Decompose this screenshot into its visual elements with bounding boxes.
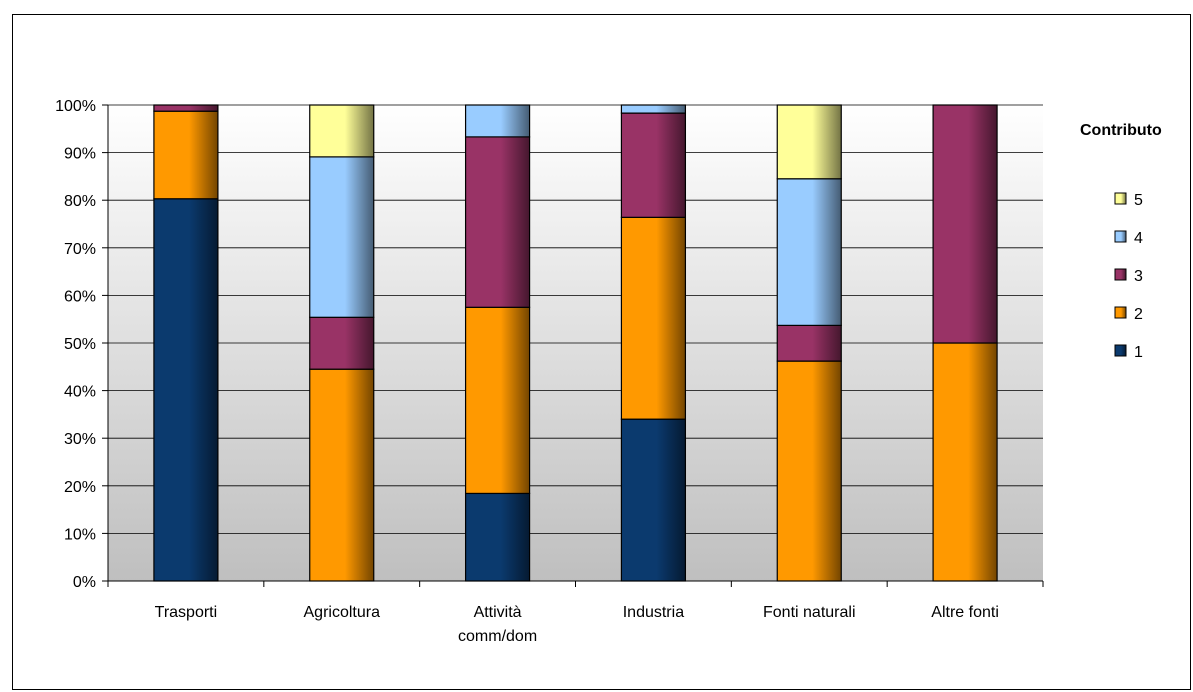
- bars: [153, 104, 998, 582]
- x-tick-label: Industria: [623, 604, 684, 621]
- bar-segment-series-2: [776, 360, 842, 582]
- bar-segment-series-4: [464, 104, 531, 138]
- y-tick-label: 100%: [55, 98, 96, 115]
- y-tick-label: 30%: [64, 431, 96, 448]
- legend-label: 3: [1134, 268, 1143, 285]
- bar-segment-series-2: [620, 216, 687, 420]
- bar-segment-series-1: [464, 492, 531, 582]
- bar-segment-series-1: [153, 198, 219, 582]
- bar-segment-series-3: [153, 104, 219, 112]
- bar-segment-series-5: [776, 104, 842, 180]
- bar-segment-series-2: [309, 368, 375, 582]
- legend-label: 1: [1134, 344, 1143, 361]
- bar-segment-series-4: [309, 156, 375, 318]
- bar-segment-series-3: [776, 324, 842, 362]
- y-tick-label: 40%: [64, 384, 96, 401]
- legend-title: Contributo: [1080, 122, 1162, 139]
- legend-label: 5: [1134, 192, 1143, 209]
- bar-segment-series-3: [309, 316, 375, 370]
- legend-swatch: [1114, 192, 1127, 205]
- x-tick-label: Fonti naturali: [763, 604, 856, 621]
- x-tick-label: Altre fonti: [931, 604, 999, 621]
- legend-label: 2: [1134, 306, 1143, 323]
- legend-swatch: [1114, 230, 1127, 243]
- legend-swatch: [1114, 268, 1127, 281]
- bar-segment-series-5: [309, 104, 375, 158]
- x-tick-labels: Trasporti Agricoltura Attività comm/dom Indu…: [155, 604, 999, 645]
- y-tick-label: 20%: [64, 479, 96, 496]
- y-tick-label: 0%: [73, 574, 96, 591]
- bar-segment-series-2: [153, 110, 219, 200]
- bar-segment-series-1: [620, 418, 687, 582]
- bar-segment-series-3: [932, 104, 998, 344]
- x-tick-label: Attività comm/dom: [458, 604, 537, 645]
- bar-segment-series-2: [932, 342, 998, 582]
- legend-swatch: [1114, 306, 1127, 319]
- y-tick-label: 60%: [64, 288, 96, 305]
- bar-segment-series-4: [776, 178, 842, 326]
- bar-segment-series-3: [620, 112, 687, 218]
- bar-segment-series-4: [620, 104, 687, 114]
- y-tick-labels: 0% 10% 20% 30% 40% 50% 60% 70% 80% 90% 100%: [55, 98, 96, 591]
- y-tick-label: 10%: [64, 526, 96, 543]
- y-tick-label: 70%: [64, 241, 96, 258]
- bar-segment-series-2: [464, 306, 531, 495]
- gridlines: [102, 104, 1043, 582]
- y-tick-label: 80%: [64, 193, 96, 210]
- y-tick-label: 50%: [64, 336, 96, 353]
- legend-label: 4: [1134, 230, 1143, 247]
- legend-swatch: [1114, 344, 1127, 357]
- axes: [107, 105, 1044, 587]
- y-tick-label: 90%: [64, 146, 96, 163]
- x-tick-label: Agricoltura: [304, 604, 381, 621]
- x-tick-label: Trasporti: [155, 604, 218, 621]
- legend: Contributo 5 4 3 2 1: [1080, 122, 1162, 361]
- bar-segment-series-3: [464, 136, 531, 308]
